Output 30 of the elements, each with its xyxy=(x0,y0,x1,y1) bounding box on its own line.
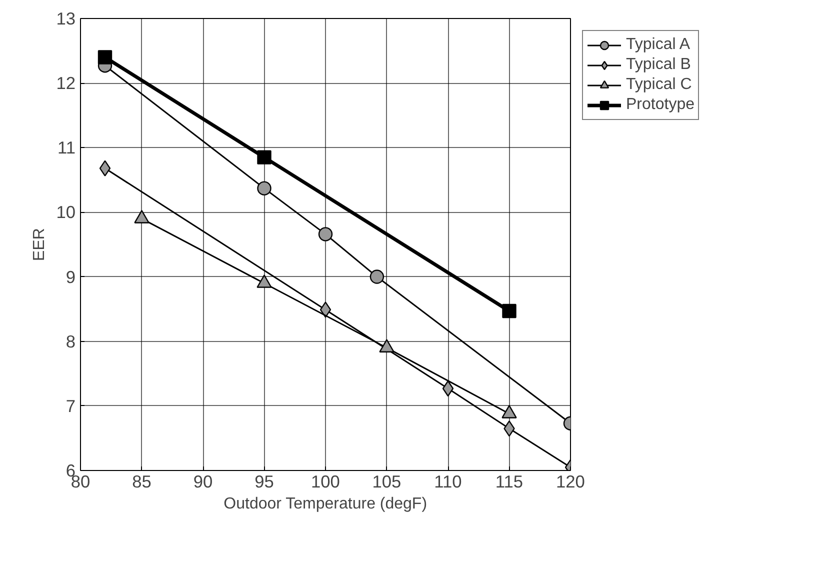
x-tick-label: 90 xyxy=(193,472,213,492)
point xyxy=(99,160,111,176)
y-tick-label: 7 xyxy=(66,396,76,416)
y-tick-label: 8 xyxy=(66,331,76,352)
y-tick-label: 9 xyxy=(66,266,76,287)
x-tick-label: 100 xyxy=(311,472,340,492)
x-tick-label: 120 xyxy=(556,472,585,492)
x-tick-label: 85 xyxy=(132,472,152,492)
point xyxy=(370,270,384,284)
legend-label: Typical C xyxy=(626,76,692,94)
point xyxy=(98,50,112,64)
x-axis-title: Outdoor Temperature (degF) xyxy=(224,496,428,512)
point xyxy=(257,181,272,196)
y-tick-label: 10 xyxy=(56,202,76,222)
y-tick-label: 13 xyxy=(56,8,76,28)
x-tick-label: 105 xyxy=(372,472,402,492)
point xyxy=(320,302,332,318)
x-tick-label: 110 xyxy=(434,472,462,492)
x-tick-label: 95 xyxy=(254,472,274,492)
point xyxy=(442,380,454,397)
y-tick-label: 12 xyxy=(56,73,76,94)
y-tick-label: 11 xyxy=(58,138,76,158)
legend-label: Typical A xyxy=(626,36,690,54)
point xyxy=(502,304,516,318)
legend-label: Typical B xyxy=(626,56,691,74)
point xyxy=(257,150,272,164)
point xyxy=(318,227,333,242)
legend-label: Prototype xyxy=(626,96,694,114)
y-axis-title: EER xyxy=(31,228,48,261)
x-tick-label: 115 xyxy=(495,472,524,492)
